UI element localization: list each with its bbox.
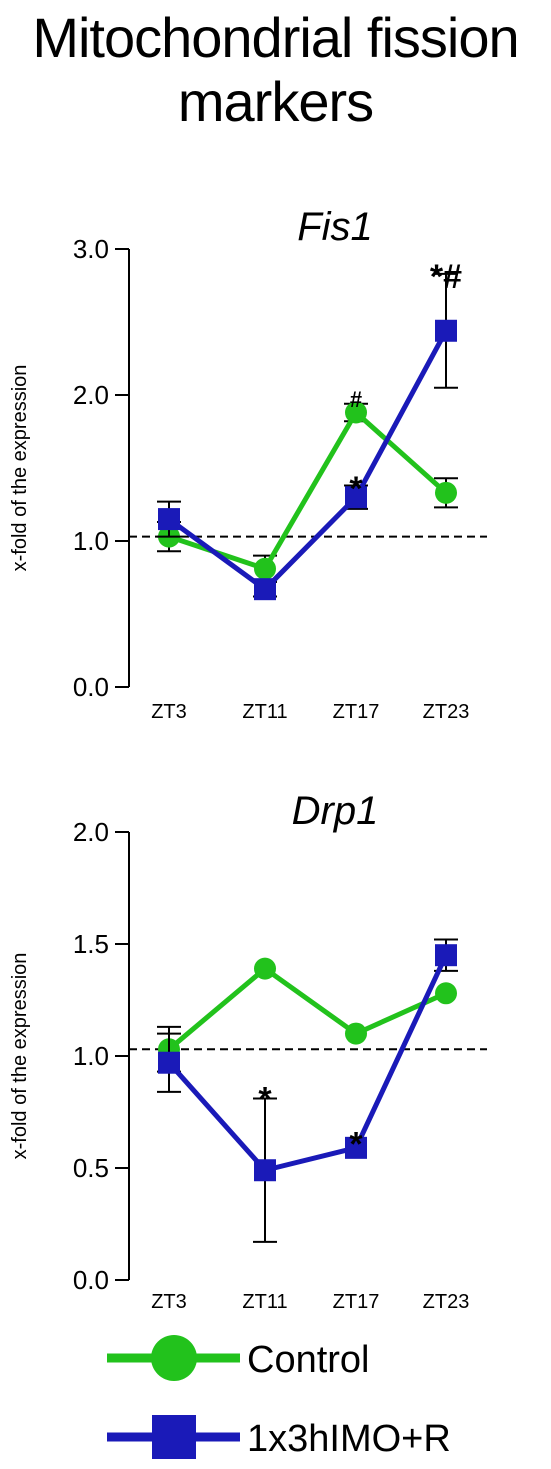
x-tick-label: ZT17 — [333, 1291, 380, 1313]
1x3himo-r-point — [435, 944, 457, 967]
fis1-panel: Fis1 x-fold of the expression 0.0 1.0 2.0 3.0… — [9, 205, 487, 723]
drp1-panel: Drp1 x-fold of the expression 0.0 0.5 1.0 1.5… — [9, 789, 487, 1313]
y-tick-label: 3.0 — [73, 234, 109, 264]
y-tick-label: 1.5 — [73, 929, 109, 959]
1x3himo-r-point — [254, 1159, 276, 1182]
figure-title: Mitochondrial fission markers — [0, 6, 551, 134]
y-tick-label: 2.0 — [73, 817, 109, 847]
figure-title-line1: Mitochondrial fission — [32, 6, 519, 69]
legend-marker-1x3himo-r — [152, 1415, 196, 1459]
x-tick-label: ZT3 — [151, 1291, 187, 1313]
y-tick-label: 0.5 — [73, 1153, 109, 1183]
legend: Control 1x3hIMO+R — [107, 1335, 451, 1460]
1x3himo-r-point — [435, 319, 457, 342]
control-series-line — [167, 966, 448, 1052]
x-tick-label: ZT3 — [151, 701, 187, 723]
x-tick-label: ZT17 — [333, 701, 380, 723]
panel-title: Drp1 — [292, 789, 379, 833]
y-axis-label: x-fold of the expression — [9, 953, 31, 1160]
control-point — [345, 401, 367, 424]
significance-annotation: # — [350, 387, 362, 412]
1x3himo-r-point — [158, 508, 180, 531]
1x3himo-r-series-line — [167, 329, 449, 592]
control-point — [435, 481, 457, 504]
legend-marker-control — [151, 1335, 197, 1381]
y-tick-label: 0.0 — [73, 672, 109, 702]
x-tick-label: ZT23 — [423, 1291, 470, 1313]
y-tick-label: 2.0 — [73, 380, 109, 410]
y-tick-label: 1.0 — [73, 526, 109, 556]
legend-label-1x3himo-r: 1x3hIMO+R — [247, 1418, 451, 1460]
significance-annotation: *# — [430, 258, 462, 296]
control-point — [435, 982, 457, 1005]
1x3himo-r-point — [345, 486, 367, 509]
figure-title-line2: markers — [177, 70, 374, 133]
x-tick-label: ZT11 — [242, 1291, 287, 1313]
x-tick-label: ZT23 — [423, 701, 470, 723]
control-point — [254, 557, 276, 580]
significance-annotation: * — [258, 1081, 272, 1119]
1x3himo-r-point — [158, 1051, 180, 1074]
significance-annotation: * — [349, 470, 363, 508]
1x3himo-r-point — [254, 578, 276, 601]
panel-title: Fis1 — [297, 205, 373, 249]
y-tick-label: 1.0 — [73, 1041, 109, 1071]
y-tick-label: 0.0 — [73, 1265, 109, 1295]
x-tick-label: ZT11 — [242, 701, 287, 723]
1x3himo-r-series-line — [167, 954, 449, 1173]
1x3himo-r-point — [345, 1136, 367, 1159]
control-point — [345, 1022, 367, 1045]
y-axis-label: x-fold of the expression — [9, 365, 31, 572]
control-point — [254, 957, 276, 980]
legend-label-control: Control — [247, 1339, 370, 1381]
significance-annotation: * — [349, 1125, 363, 1163]
